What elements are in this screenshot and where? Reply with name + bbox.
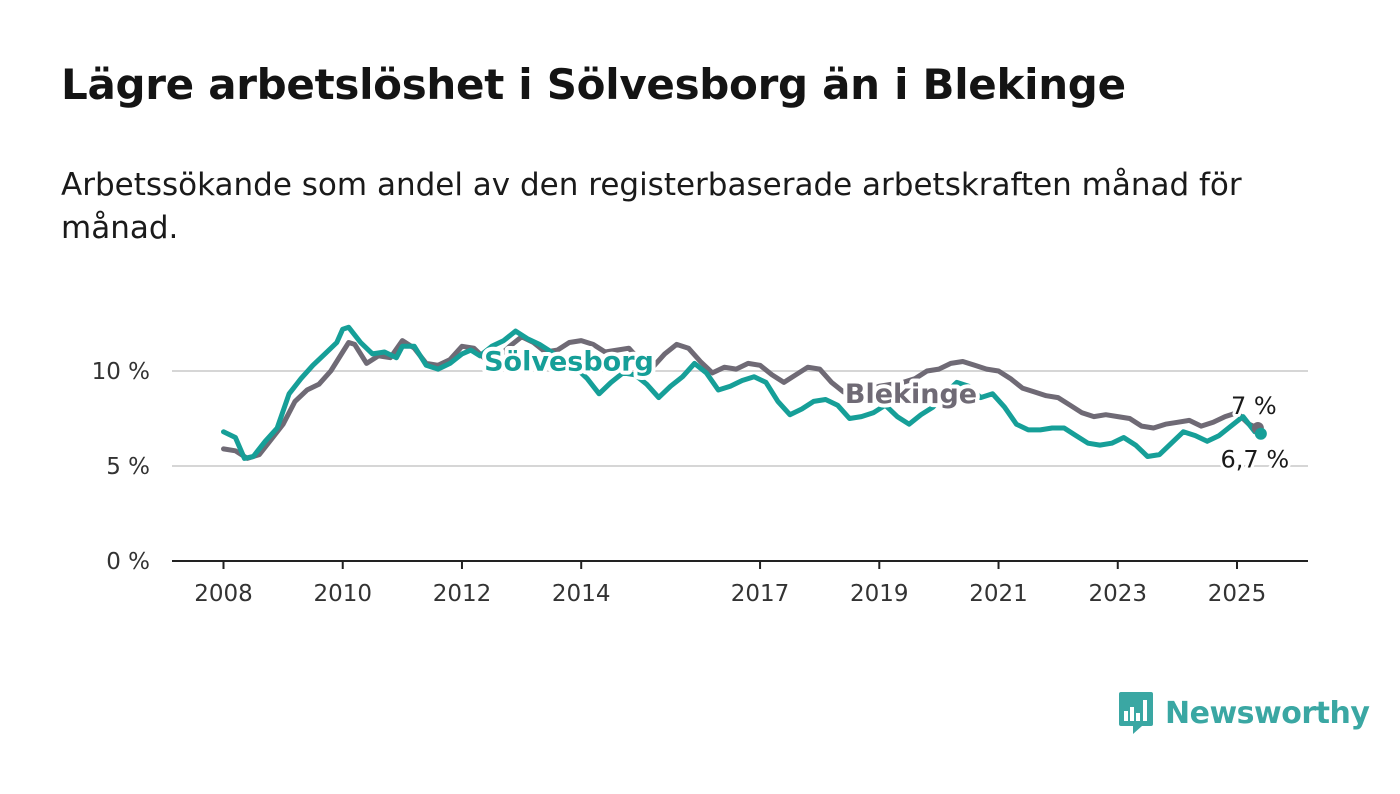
y-axis-labels: 0 % 5 % 10 % (92, 359, 150, 575)
chart-title: Lägre arbetslöshet i Sölvesborg än i Ble… (61, 60, 1126, 109)
end-label-blekinge: 7 % (1231, 392, 1277, 420)
chart-subtitle: Arbetssökande som andel av den registerb… (61, 167, 1242, 246)
endpoint-marker-solvesborg (1254, 427, 1267, 440)
y-tick-label: 0 % (106, 549, 150, 575)
x-tick-label: 2008 (194, 581, 253, 607)
x-tick-label: 2012 (433, 581, 492, 607)
newsworthy-logo: Newsworthy (1118, 690, 1370, 736)
end-label-solvesborg: 6,7 % (1221, 446, 1290, 474)
gridlines (172, 370, 1308, 467)
x-tick-label: 2010 (313, 581, 372, 607)
x-tick-label: 2023 (1088, 581, 1147, 607)
x-axis: 2008 2010 2012 2014 2017 2019 2021 2023 2025 (172, 560, 1308, 607)
x-tick-label: 2019 (850, 581, 909, 607)
series-labels: Blekinge Sölvesborg 7 % 6,7 % (480, 343, 1292, 477)
series-lines (221, 324, 1264, 461)
series-label-solvesborg: Sölvesborg (484, 347, 654, 378)
newsworthy-logo-text: Newsworthy (1165, 695, 1370, 731)
newsworthy-chart-bubble-icon (1119, 692, 1153, 734)
series-line-blekinge (221, 334, 1261, 461)
series-line-solvesborg (221, 324, 1264, 461)
x-tick-label: 2021 (969, 581, 1028, 607)
y-tick-label: 5 % (106, 454, 150, 480)
y-tick-label: 10 % (92, 359, 150, 385)
x-tick-label: 2017 (731, 581, 790, 607)
x-tick-label: 2025 (1208, 581, 1267, 607)
x-tick-label: 2014 (552, 581, 611, 607)
series-label-blekinge: Blekinge (845, 379, 977, 410)
